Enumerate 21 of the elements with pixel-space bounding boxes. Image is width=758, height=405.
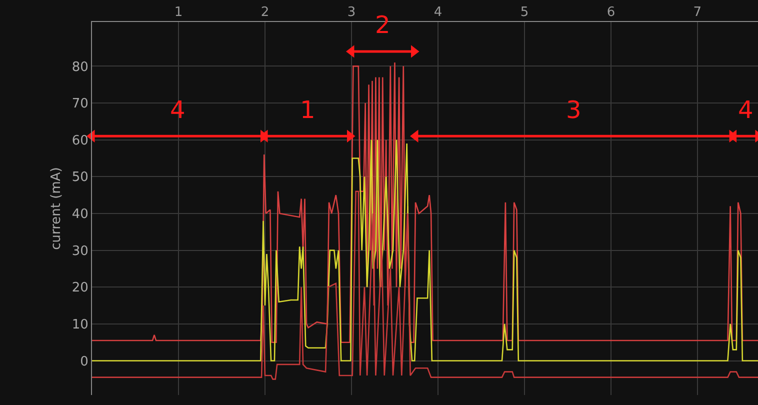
y-axis-title: current (mA) [48, 167, 64, 250]
y-tick-label: 0 [80, 354, 88, 370]
series-label: 4 [738, 96, 754, 124]
series-label: 1 [300, 96, 316, 124]
x-tick-label: 5 [520, 4, 529, 20]
x-tick-label: 7 [693, 4, 702, 20]
x-tick-label: 1 [174, 4, 183, 20]
y-tick-label: 30 [72, 244, 88, 259]
x-tick-label: 6 [606, 4, 616, 20]
x-tick-label: 4 [434, 4, 442, 20]
x-tick-label: 3 [347, 4, 356, 20]
y-tick-label: 50 [72, 170, 88, 186]
series-label: 4 [170, 96, 186, 124]
series-label: 3 [566, 96, 582, 124]
y-tick-label: 80 [72, 60, 88, 75]
x-tick-label: 2 [260, 4, 270, 20]
y-tick-label: 60 [72, 133, 88, 148]
y-tick-label: 40 [72, 207, 88, 222]
y-tick-label: 10 [72, 317, 88, 332]
y-tick-label: 20 [72, 280, 88, 296]
y-tick-label: 70 [72, 96, 88, 112]
